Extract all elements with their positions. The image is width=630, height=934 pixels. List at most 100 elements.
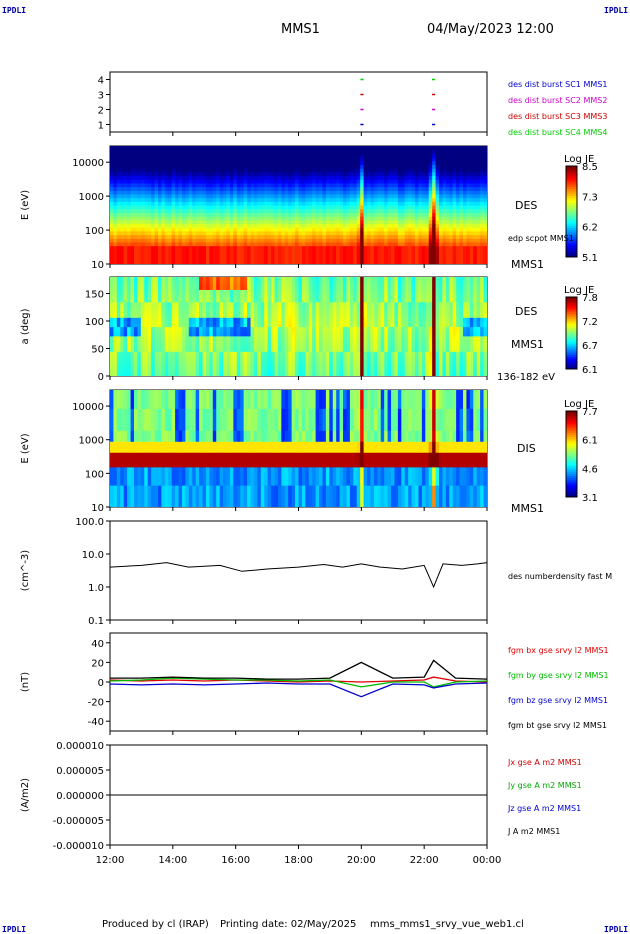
spectro-cell [168,201,173,206]
spectro-cell [113,335,118,340]
spectro-cell [219,280,224,284]
spectro-cell [236,175,241,180]
spectro-cell [425,157,430,162]
spectro-cell [301,216,306,221]
spectro-cell [178,186,183,191]
spectro-cell [295,146,300,151]
spectro-cell [435,179,440,184]
spectro-cell [404,153,409,158]
spectro-cell [127,366,132,371]
spectro-cell [202,234,207,239]
spectro-cell [308,190,313,195]
spectro-cell [175,234,180,239]
spectro-cell [418,238,423,243]
spectro-cell [397,260,402,264]
spectro-cell [353,171,358,177]
spectro-cell [157,320,163,325]
spectro-cell [391,230,396,236]
spectro-cell [120,280,125,284]
spectro-cell [473,190,478,195]
spectro-cell [161,208,166,213]
spectro-cell [192,193,197,199]
spectro-cell [346,149,351,154]
spectro-cell [123,366,128,371]
spectro-cell [209,301,214,306]
spectro-cell [353,216,358,221]
spectro-cell [432,149,437,154]
spectro-cell [140,298,145,303]
spectro-cell [154,366,159,371]
spectro-cell [250,208,255,213]
spectro-cell [157,307,163,312]
spectro-cell [408,212,413,217]
spectro-cell [339,205,344,210]
spectro-cell [154,372,159,376]
spectro-cell [442,238,447,243]
spectro-cell [370,219,375,225]
spectro-cell [192,186,197,191]
spectro-cell [250,332,255,337]
spectro-cell [216,179,221,184]
spectro-cell [137,175,142,180]
spectro-cell [123,171,128,177]
spectro-cell [140,295,145,300]
spectro-cell [325,175,330,180]
spectro-cell [319,238,324,243]
spectro-cell [449,168,454,173]
spectro-cell [277,164,282,169]
spectro-cell [123,208,128,213]
spectro-cell [120,205,125,210]
spectro-cell [449,160,454,166]
spectro-cell [329,238,334,243]
spectro-cell [291,197,296,202]
spectro-cell [195,256,200,261]
spectro-cell [192,212,197,217]
spectro-cell [226,197,231,202]
spectro-cell [339,249,344,254]
spectro-cell [257,252,262,258]
spectro-cell [185,298,190,303]
spectro-cell [432,212,437,217]
spectro-cell [343,234,348,239]
spectro-cell [449,216,454,221]
spectro-cell [120,193,125,199]
spectro-cell [243,197,248,202]
spectro-cell [209,197,214,202]
spectro-cell [113,175,118,180]
spectro-cell [401,238,406,243]
spectro-cell [209,363,214,368]
spectro-cell [195,153,200,158]
spectro-cell [229,341,234,346]
spectro-cell [469,212,474,217]
spectro-cell [175,245,180,250]
spectro-cell [130,320,135,325]
spectro-cell [373,160,378,166]
spectro-cell [140,197,145,202]
spectro-cell [151,332,156,337]
spectro-cell [329,212,334,217]
spectro-cell [295,164,300,169]
spectro-cell [116,357,121,362]
spectro-cell [188,323,193,328]
spectro-cell [185,357,190,362]
spectro-cell [192,182,197,188]
spectro-cell [435,216,440,221]
spectro-cell [226,205,231,210]
spectro-cell [130,366,135,371]
spectro-cell [277,190,282,195]
spectro-cell [212,205,217,210]
spectro-cell [154,256,159,261]
spectro-cell [415,227,420,232]
spectro-cell [147,179,152,184]
ytick-label: 10000 [72,158,104,169]
spectro-cell [151,335,156,340]
spectro-cell [253,348,258,352]
spectro-cell [116,323,121,328]
spectro-cell [349,193,354,199]
spectro-cell [188,320,193,325]
spectro-cell [161,311,166,315]
spectro-cell [205,190,210,195]
spectro-cell [216,329,221,334]
spectro-cell [157,238,163,243]
spectro-cell [356,186,361,191]
